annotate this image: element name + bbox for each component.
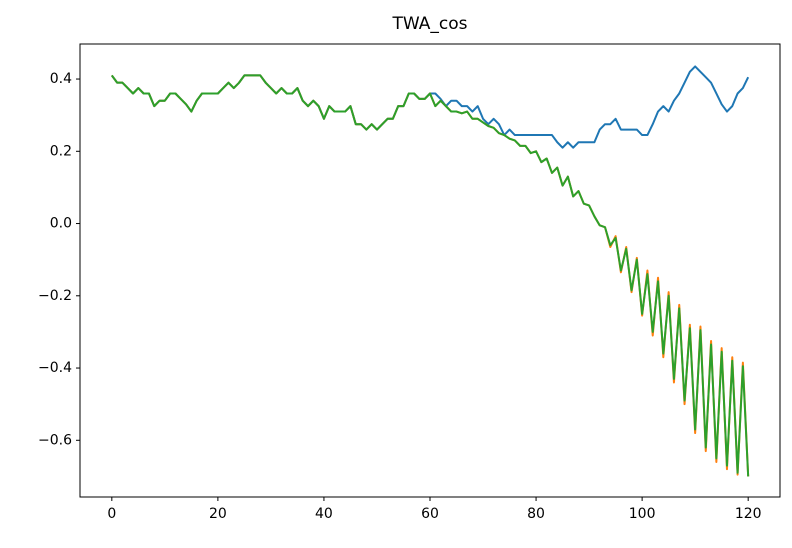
y-tick-label: −0.6: [38, 432, 72, 448]
x-tick-label: 60: [421, 506, 439, 522]
x-tick-label: 20: [209, 506, 227, 522]
plot-frame: [79, 43, 781, 498]
series-line: [111, 74, 750, 477]
series-line: [111, 74, 750, 477]
chart-title: TWA_cos: [392, 14, 468, 34]
x-tick-label: 0: [107, 506, 116, 522]
y-tick-label: 0.0: [50, 216, 72, 232]
y-tick-label: 0.2: [50, 143, 72, 159]
x-tick-label: 80: [527, 506, 545, 522]
y-tick-label: −0.2: [38, 288, 72, 304]
x-tick-label: 40: [315, 506, 333, 522]
y-tick-label: −0.4: [38, 360, 72, 376]
series-line: [111, 65, 750, 149]
y-tick-label: 0.4: [50, 71, 72, 87]
x-tick-label: 100: [629, 506, 656, 522]
x-tick-label: 120: [735, 506, 762, 522]
